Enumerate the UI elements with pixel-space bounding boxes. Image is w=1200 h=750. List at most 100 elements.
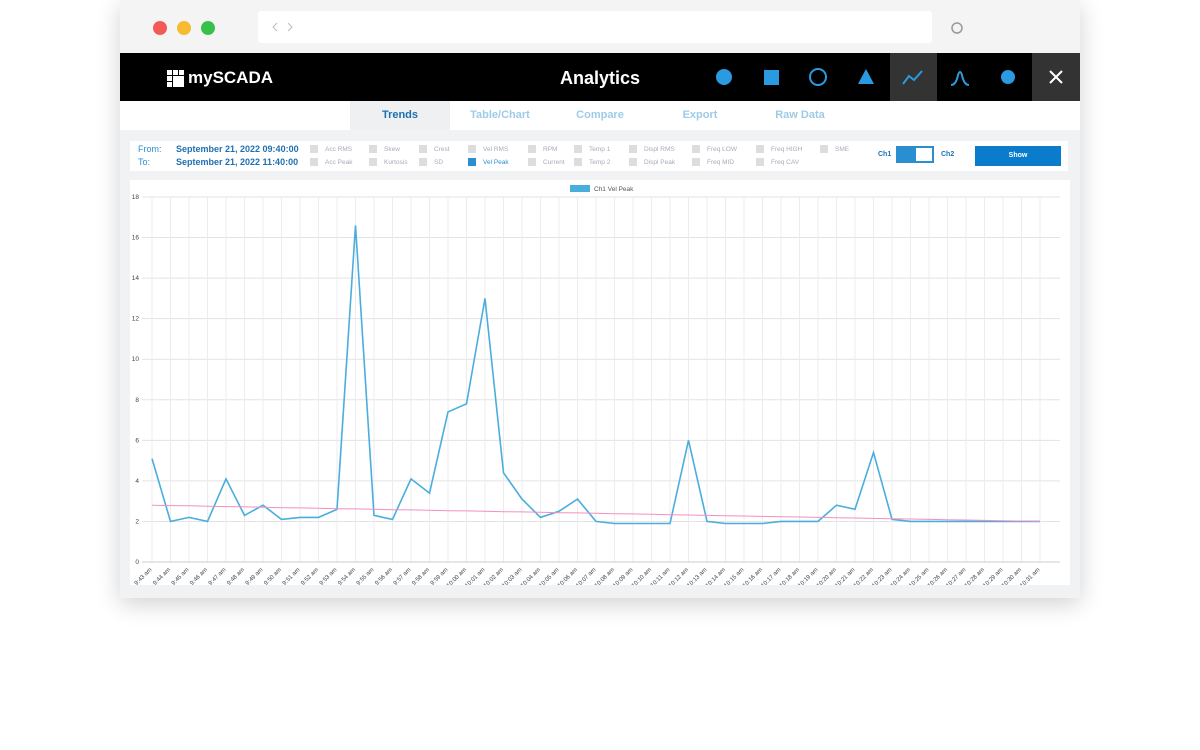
y-tick-label: 0 [135, 559, 139, 566]
x-tick-label: 10:10 am [631, 567, 653, 585]
x-tick-label: 10:06 am [557, 567, 579, 585]
option-checkbox[interactable]: Acc Peak [310, 158, 352, 166]
x-tick-label: 10:02 am [483, 567, 505, 585]
option-checkbox[interactable]: Displ RMS [629, 145, 675, 153]
option-checkbox[interactable]: Temp 2 [574, 158, 610, 166]
x-tick-label: 9:59 am [430, 567, 450, 585]
option-checkbox[interactable]: Freq MID [692, 158, 734, 166]
y-tick-label: 2 [135, 518, 139, 525]
option-label: RPM [543, 145, 558, 153]
option-checkbox[interactable]: Freq HIGH [756, 145, 802, 153]
x-tick-label: 9:43 am [134, 567, 154, 585]
channel-label: Ch2 [941, 151, 955, 158]
x-tick-label: 9:50 am [263, 567, 283, 585]
x-tick-label: 9:45 am [171, 567, 191, 585]
tab[interactable]: Trends [350, 101, 450, 130]
show-button[interactable]: Show [975, 146, 1061, 166]
tab[interactable]: Export [682, 109, 718, 121]
alarm-icon[interactable] [858, 69, 874, 84]
min-dot[interactable] [177, 21, 191, 35]
option-label: Displ Peak [644, 158, 676, 166]
browser-controls [153, 11, 963, 43]
checkbox [528, 158, 536, 166]
option-checkbox[interactable]: Current [528, 158, 565, 166]
option-checkbox[interactable]: Skew [369, 145, 400, 153]
option-checkbox[interactable]: RPM [528, 145, 557, 153]
option-checkbox[interactable]: Freq LOW [692, 145, 737, 153]
checkbox [574, 145, 582, 153]
legend-label: Ch1 Vel Peak [594, 186, 634, 193]
x-tick-label: 10:11 am [650, 567, 672, 585]
close-dot[interactable] [153, 21, 167, 35]
option-checkbox[interactable]: SME [820, 145, 849, 153]
to-date[interactable]: September 21, 2022 11:40:00 [176, 157, 299, 167]
url-bar[interactable] [258, 11, 932, 43]
option-checkbox[interactable]: Acc RMS [310, 145, 352, 153]
x-tick-label: 9:44 am [152, 567, 172, 585]
tab[interactable]: Table/Chart [470, 109, 530, 121]
x-tick-label: 10:20 am [816, 567, 838, 585]
checkbox [468, 158, 476, 166]
x-tick-label: 10:00 am [446, 567, 468, 585]
x-tick-label: 10:16 am [742, 567, 764, 585]
option-checkbox[interactable]: Kurtosis [369, 158, 407, 166]
x-tick-label: 9:48 am [226, 567, 246, 585]
channel-toggle[interactable] [896, 146, 934, 163]
analytics-tab-active[interactable] [890, 53, 937, 101]
info-icon[interactable] [716, 69, 732, 85]
option-label: Displ RMS [644, 145, 675, 153]
curve-icon[interactable] [950, 71, 970, 86]
browser-window: mySCADA Analytics Trends Table/Chart Compa… [120, 0, 1080, 598]
x-tick-label: 9:58 am [411, 567, 431, 585]
option-checkbox[interactable]: Displ Peak [629, 158, 675, 166]
option-checkbox[interactable]: Temp 1 [574, 145, 610, 153]
option-label: Vel Peak [483, 158, 509, 166]
option-label: Temp 1 [589, 145, 611, 153]
x-tick-label: 10:08 am [594, 567, 616, 585]
chart: 0 2 4 6 8 10 12 14 16 18 9:43 am9:44 am9:45 am9:46… [132, 185, 1060, 589]
y-tick-label: 10 [132, 356, 140, 363]
logo: mySCADA [188, 68, 273, 87]
app-title: Analytics [560, 68, 640, 88]
option-label: Crest [434, 145, 450, 153]
tab[interactable]: Compare [576, 109, 624, 121]
checkbox [756, 145, 764, 153]
tab-bar: Trends Table/Chart Compare Export Raw Data [120, 101, 1080, 130]
max-dot[interactable] [201, 21, 215, 35]
option-label: Freq HIGH [771, 145, 803, 153]
dashboard-icon[interactable] [764, 70, 779, 85]
option-label: Temp 2 [589, 158, 611, 166]
checkbox [419, 158, 427, 166]
x-tick-label: 9:46 am [189, 567, 209, 585]
film-icon[interactable] [809, 68, 827, 86]
checkbox [820, 145, 828, 153]
x-tick-label: 9:55 am [356, 567, 376, 585]
chart-panel: 0 2 4 6 8 10 12 14 16 18 9:43 am 9:44 am 9:45 am 9:46… [130, 180, 1070, 589]
option-checkbox[interactable]: Vel Peak [468, 158, 509, 166]
x-tick-label: 10:27 am [945, 567, 967, 585]
option-label: Freq CAV [771, 158, 800, 166]
x-tick-label: 10:04 am [520, 567, 542, 585]
header-graphics: mySCADA Analytics [167, 53, 1080, 101]
option-checkbox[interactable]: Freq CAV [756, 158, 799, 166]
option-label: Current [543, 158, 565, 166]
option-checkbox[interactable]: Vel RMS [468, 145, 508, 153]
from-date[interactable]: September 21, 2022 09:40:00 [176, 144, 299, 154]
tab[interactable]: Raw Data [775, 109, 825, 121]
x-tick-label: 10:22 am [853, 567, 875, 585]
x-tick-label: 10:30 am [1001, 567, 1023, 585]
settings-icon[interactable] [1001, 70, 1015, 84]
checkbox [574, 158, 582, 166]
option-checkbox[interactable]: Crest [419, 145, 450, 153]
checkbox [419, 145, 427, 153]
x-tick-label: 10:17 am [760, 567, 782, 585]
x-tick-label: 10:29 am [982, 567, 1004, 585]
checkbox [528, 145, 536, 153]
x-tick-label: 10:25 am [908, 567, 930, 585]
option-checkbox[interactable]: SD [419, 158, 443, 166]
app-header: mySCADA Analytics [120, 53, 1080, 101]
x-tick-label: 10:14 am [705, 567, 727, 585]
reload[interactable] [951, 22, 963, 34]
x-tick-label: 10:26 am [927, 567, 949, 585]
nav-arrows[interactable] [272, 22, 293, 32]
